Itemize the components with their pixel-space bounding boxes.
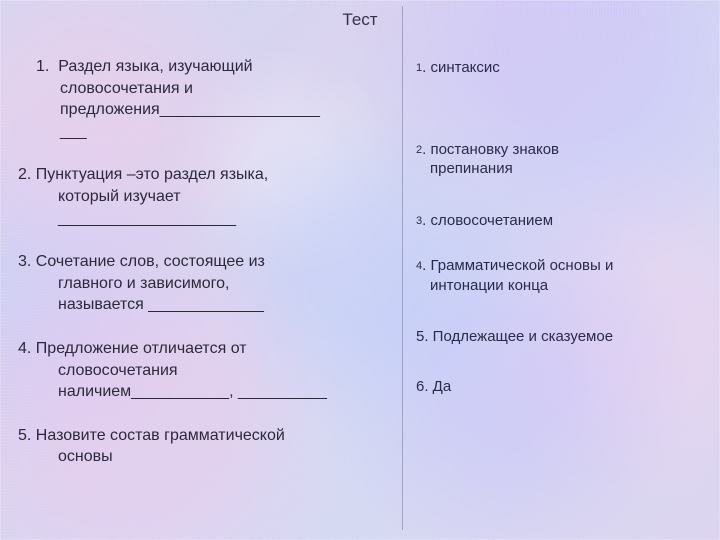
columns: 1. Раздел языка, изучающий словосочетани… xyxy=(0,36,720,540)
question-3: 3. Сочетание слов, состоящее из главного… xyxy=(18,251,392,316)
questions-column: 1. Раздел языка, изучающий словосочетани… xyxy=(0,36,402,540)
question-1-line4: ___ xyxy=(60,123,87,140)
column-divider xyxy=(402,6,403,530)
answer-6: 6. Да xyxy=(416,377,706,397)
question-2-line3: ____________________ xyxy=(38,208,392,230)
question-5-line1: Назовите состав грамматической xyxy=(36,427,285,444)
answer-1-text: . синтаксис xyxy=(422,59,500,76)
answer-4: 4. Грамматической основы и интонации кон… xyxy=(416,256,706,295)
question-3-line1: Сочетание слов, состоящее из xyxy=(36,253,265,270)
answer-2-text2: препинания xyxy=(416,159,706,179)
question-1-line1: Раздел языка, изучающий xyxy=(58,58,252,75)
slide-title: Тест xyxy=(0,0,720,36)
answer-3: 3. словосочетанием xyxy=(416,211,706,231)
answers-column: 1. синтаксис 2. постановку знаков препин… xyxy=(402,36,720,540)
question-4: 4. Предложение отличается от словосочета… xyxy=(18,338,392,403)
question-4-line2: словосочетания xyxy=(38,360,392,382)
question-1-number: 1. xyxy=(36,58,49,75)
answer-1: 1. синтаксис xyxy=(416,58,706,78)
answer-5: 5. Подлежащее и сказуемое xyxy=(416,327,706,347)
answer-5-text: Подлежащее и сказуемое xyxy=(429,328,614,345)
answer-6-text: Да xyxy=(429,378,452,395)
question-3-line2: главного и зависимого, xyxy=(38,273,392,295)
question-2: 2. Пунктуация –это раздел языка, который… xyxy=(18,164,392,229)
question-4-line1: Предложение отличается от xyxy=(36,340,247,357)
question-1-line2: словосочетания и xyxy=(60,80,193,97)
question-1: 1. Раздел языка, изучающий словосочетани… xyxy=(18,56,392,142)
answer-4-text: . Грамматической основы и xyxy=(422,257,613,274)
answer-6-number: 6. xyxy=(416,378,429,395)
question-1-line3: предложения__________________ xyxy=(60,101,320,118)
question-2-number: 2. xyxy=(18,166,31,183)
answer-4-text2: интонации конца xyxy=(416,276,706,296)
slide: Тест 1. Раздел языка, изучающий словосоч… xyxy=(0,0,720,540)
answer-3-text: . словосочетанием xyxy=(422,212,553,229)
question-4-number: 4. xyxy=(18,340,31,357)
question-5-number: 5. xyxy=(18,427,31,444)
answer-2: 2. постановку знаков препинания xyxy=(416,140,706,179)
question-2-line2: который изучает xyxy=(38,186,392,208)
question-2-line1: Пунктуация –это раздел языка, xyxy=(36,166,268,183)
question-3-number: 3. xyxy=(18,253,31,270)
answer-5-number: 5. xyxy=(416,328,429,345)
question-5: 5. Назовите состав грамматической основы xyxy=(18,425,392,468)
answer-2-text: . постановку знаков xyxy=(422,141,559,158)
question-4-line3: наличием___________, __________ xyxy=(38,381,392,403)
question-3-line3: называется _____________ xyxy=(38,294,392,316)
question-5-line2: основы xyxy=(38,446,392,468)
